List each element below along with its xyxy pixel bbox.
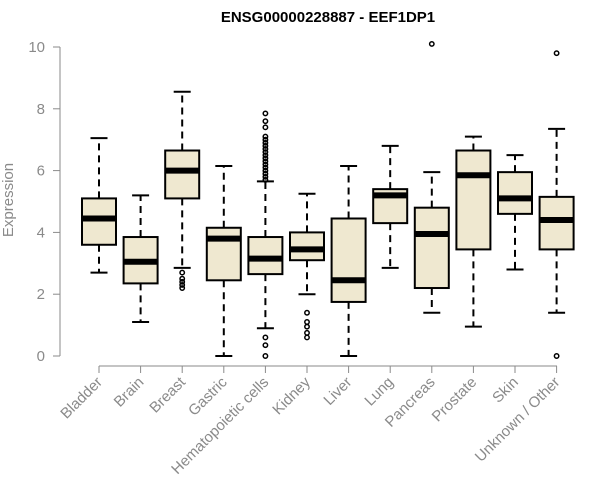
box-group xyxy=(205,164,242,357)
y-axis-label: Expression xyxy=(0,163,17,237)
box-group xyxy=(538,50,575,359)
x-tick-label: Kidney xyxy=(269,373,314,418)
outlier-point xyxy=(262,149,269,156)
outlier-point xyxy=(179,275,186,282)
box-group xyxy=(122,194,159,324)
outlier-point xyxy=(304,323,310,330)
y-tick-label: 8 xyxy=(37,101,45,118)
box-group xyxy=(164,90,201,291)
y-tick-label: 6 xyxy=(37,163,45,180)
outlier-point xyxy=(262,133,269,140)
outlier-point xyxy=(179,285,186,291)
outlier-point xyxy=(262,353,269,359)
y-axis-ticks: 0 2 4 6 8 10 xyxy=(28,39,60,365)
outlier-point xyxy=(179,269,186,276)
box-iqr xyxy=(455,149,492,251)
x-tick-label: Prostate xyxy=(429,374,481,426)
y-tick-label: 0 xyxy=(37,348,45,365)
outlier-point xyxy=(262,176,269,183)
outlier-point xyxy=(262,164,269,171)
box-group xyxy=(289,192,325,341)
box-iqr xyxy=(81,197,117,246)
outlier-point xyxy=(304,309,310,316)
box-group xyxy=(455,135,492,328)
box-series xyxy=(81,40,575,359)
outlier-point xyxy=(262,152,269,159)
outlier-point xyxy=(262,146,269,152)
box-group xyxy=(372,144,409,269)
x-tick-label: Skin xyxy=(489,374,522,407)
outlier-point xyxy=(262,173,269,180)
box-iqr xyxy=(247,236,284,276)
outlier-point xyxy=(553,353,560,359)
outlier-point xyxy=(428,40,435,47)
outlier-point xyxy=(553,50,560,57)
outlier-point xyxy=(262,167,269,174)
box-group xyxy=(247,110,284,359)
outlier-point xyxy=(262,142,269,149)
outlier-point xyxy=(179,278,186,285)
outlier-point xyxy=(262,334,269,341)
box-group xyxy=(330,164,367,357)
outlier-point xyxy=(262,158,269,165)
x-tick-label: Brain xyxy=(111,374,148,411)
outlier-point xyxy=(262,136,269,143)
outlier-point xyxy=(262,118,269,125)
outlier-point xyxy=(179,281,186,288)
outlier-point xyxy=(262,161,269,168)
box-iqr xyxy=(413,206,450,290)
outlier-point xyxy=(262,342,269,349)
box-group xyxy=(81,137,117,274)
outlier-point xyxy=(262,155,269,162)
chart-title: ENSG00000228887 - EEF1DP1 xyxy=(221,9,435,26)
outlier-point xyxy=(304,329,310,336)
box-iqr xyxy=(289,231,325,262)
x-tick-label: Liver xyxy=(320,374,355,409)
y-tick-label: 10 xyxy=(28,39,45,56)
outlier-point xyxy=(304,334,310,341)
box-group xyxy=(413,40,450,314)
outlier-point xyxy=(304,319,310,325)
box-iqr xyxy=(497,171,533,215)
x-tick-label: Bladder xyxy=(57,374,106,423)
box-iqr xyxy=(330,217,367,303)
outlier-point xyxy=(262,110,269,117)
x-tick-label: Lung xyxy=(361,374,397,410)
box-iqr xyxy=(538,195,575,251)
y-tick-label: 4 xyxy=(37,224,45,241)
outlier-point xyxy=(262,124,269,131)
box-iqr xyxy=(164,149,201,200)
box-group xyxy=(497,154,533,271)
outlier-point xyxy=(262,139,269,146)
x-tick-label: Breast xyxy=(146,373,189,416)
y-tick-label: 2 xyxy=(37,286,45,303)
outlier-point xyxy=(262,170,269,177)
